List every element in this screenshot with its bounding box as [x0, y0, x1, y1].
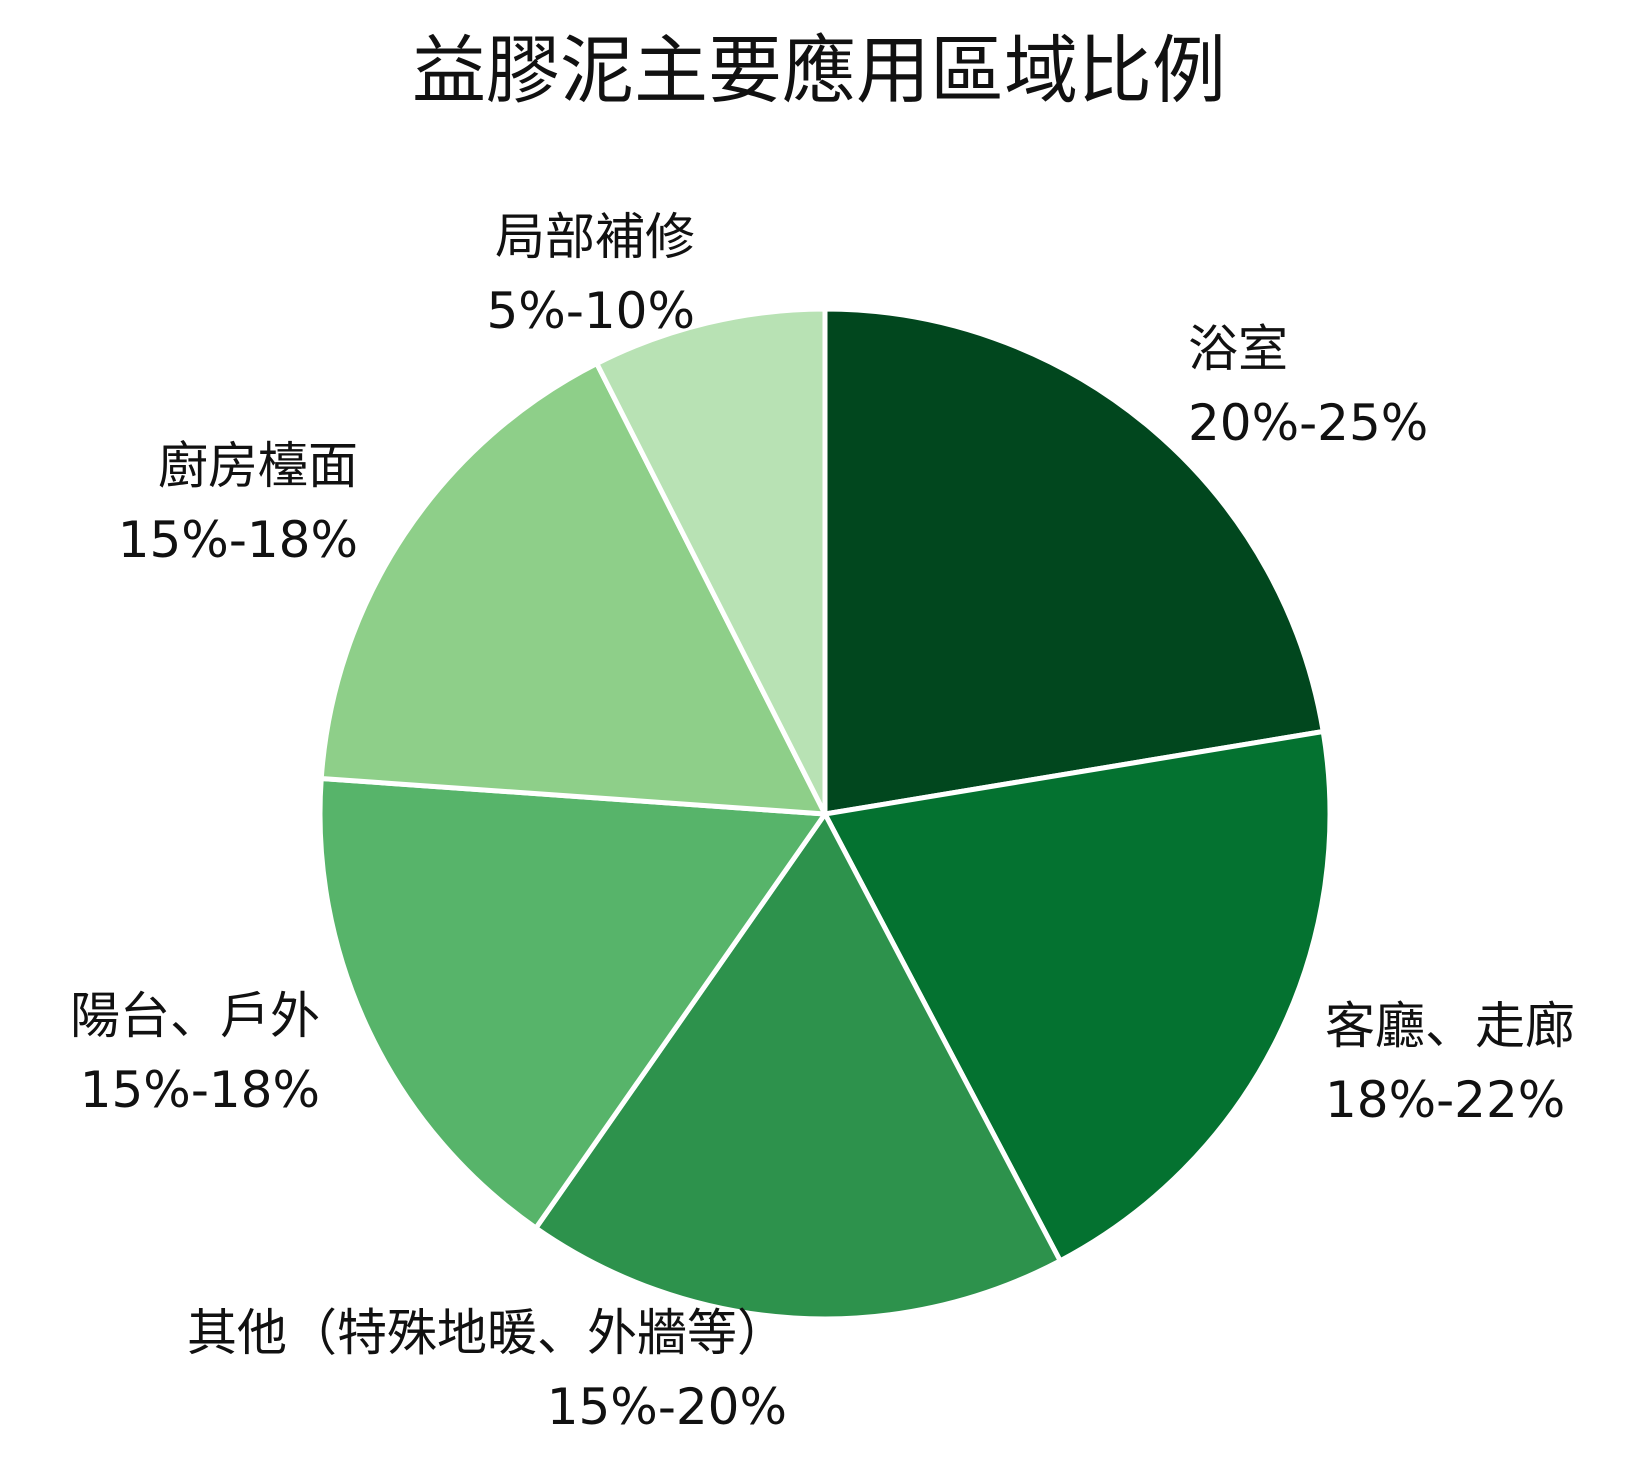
slice-label-name: 浴室: [1188, 320, 1288, 378]
chart-title: 益膠泥主要應用區域比例: [412, 28, 1226, 114]
slice-label-name: 陽台、戶外: [70, 987, 320, 1045]
slice-label-other: 其他（特殊地暖、外牆等） 15%-20%: [187, 1304, 787, 1436]
slice-label-range: 15%-18%: [80, 1061, 320, 1119]
slice-label-name: 廚房檯面: [158, 437, 358, 495]
slice-repair: [594, 306, 828, 817]
slice-kitchen: [318, 361, 828, 817]
slice-label-range: 18%-22%: [1325, 1071, 1565, 1129]
slice-other: [533, 811, 1063, 1322]
slice-living-room: [822, 728, 1333, 1264]
slice-label-balcony: 陽台、戶外 15%-18%: [70, 987, 320, 1119]
slice-label-kitchen: 廚房檯面 15%-18%: [118, 437, 358, 569]
slice-label-range: 15%-18%: [118, 511, 358, 569]
slice-label-name: 其他（特殊地暖、外牆等）: [187, 1304, 787, 1362]
slice-label-repair: 局部補修 5%-10%: [487, 208, 696, 340]
slice-label-living-room: 客廳、走廊 18%-22%: [1325, 997, 1575, 1129]
slice-label-name: 客廳、走廊: [1325, 997, 1575, 1055]
slice-bathroom: [822, 306, 1326, 817]
pie-slices: [317, 306, 1333, 1322]
slice-label-bathroom: 浴室 20%-25%: [1188, 320, 1428, 452]
slice-balcony: [317, 776, 828, 1231]
slice-label-range: 5%-10%: [487, 282, 696, 340]
slice-label-range: 20%-25%: [1188, 394, 1428, 452]
slice-label-range: 15%-20%: [547, 1378, 787, 1436]
slice-label-name: 局部補修: [495, 208, 695, 266]
